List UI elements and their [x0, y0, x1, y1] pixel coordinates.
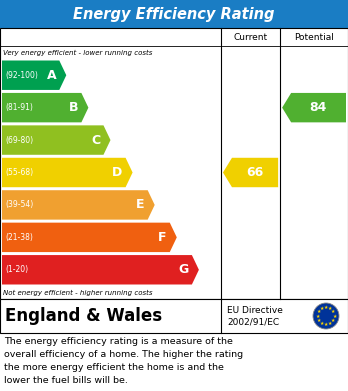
Text: G: G	[179, 263, 189, 276]
Text: F: F	[158, 231, 167, 244]
Text: D: D	[112, 166, 122, 179]
Text: (69-80): (69-80)	[5, 136, 33, 145]
Text: ★: ★	[328, 321, 332, 326]
Text: ★: ★	[324, 305, 328, 310]
Text: the more energy efficient the home is and the: the more energy efficient the home is an…	[4, 363, 224, 372]
Text: ★: ★	[328, 306, 332, 311]
Bar	[0, 0, 348, 28]
Text: Potential: Potential	[294, 32, 334, 41]
Text: 84: 84	[309, 101, 327, 114]
Text: lower the fuel bills will be.: lower the fuel bills will be.	[4, 376, 128, 385]
Text: Not energy efficient - higher running costs: Not energy efficient - higher running co…	[3, 289, 152, 296]
Polygon shape	[2, 190, 155, 220]
Polygon shape	[223, 158, 278, 187]
Text: (21-38): (21-38)	[5, 233, 33, 242]
Text: Energy Efficiency Rating: Energy Efficiency Rating	[73, 7, 275, 22]
Text: B: B	[69, 101, 78, 114]
Text: ★: ★	[331, 318, 335, 323]
Text: ★: ★	[319, 306, 324, 311]
Polygon shape	[2, 255, 199, 285]
Text: ★: ★	[316, 318, 321, 323]
Text: England & Wales: England & Wales	[5, 307, 162, 325]
Text: ★: ★	[324, 322, 328, 327]
Text: ★: ★	[331, 309, 335, 314]
Text: ★: ★	[316, 309, 321, 314]
Text: Very energy efficient - lower running costs: Very energy efficient - lower running co…	[3, 49, 152, 56]
Text: (55-68): (55-68)	[5, 168, 33, 177]
Text: ★: ★	[332, 314, 337, 319]
Polygon shape	[282, 93, 346, 122]
Polygon shape	[2, 158, 133, 187]
Text: (81-91): (81-91)	[5, 103, 33, 112]
Text: A: A	[47, 69, 56, 82]
Text: The energy efficiency rating is a measure of the: The energy efficiency rating is a measur…	[4, 337, 233, 346]
Text: (1-20): (1-20)	[5, 265, 28, 274]
Text: C: C	[92, 134, 101, 147]
Polygon shape	[2, 222, 177, 252]
Polygon shape	[2, 93, 88, 122]
Text: EU Directive: EU Directive	[227, 307, 283, 316]
Text: (39-54): (39-54)	[5, 201, 33, 210]
Text: overall efficiency of a home. The higher the rating: overall efficiency of a home. The higher…	[4, 350, 243, 359]
Text: ★: ★	[319, 321, 324, 326]
Polygon shape	[2, 61, 66, 90]
Bar	[0, 299, 348, 333]
Text: Current: Current	[234, 32, 268, 41]
Circle shape	[313, 303, 339, 329]
Text: (92-100): (92-100)	[5, 71, 38, 80]
Bar	[0, 28, 348, 299]
Text: ★: ★	[315, 314, 320, 319]
Text: E: E	[136, 198, 145, 212]
Text: 66: 66	[246, 166, 263, 179]
Polygon shape	[2, 126, 111, 155]
Text: 2002/91/EC: 2002/91/EC	[227, 317, 279, 326]
